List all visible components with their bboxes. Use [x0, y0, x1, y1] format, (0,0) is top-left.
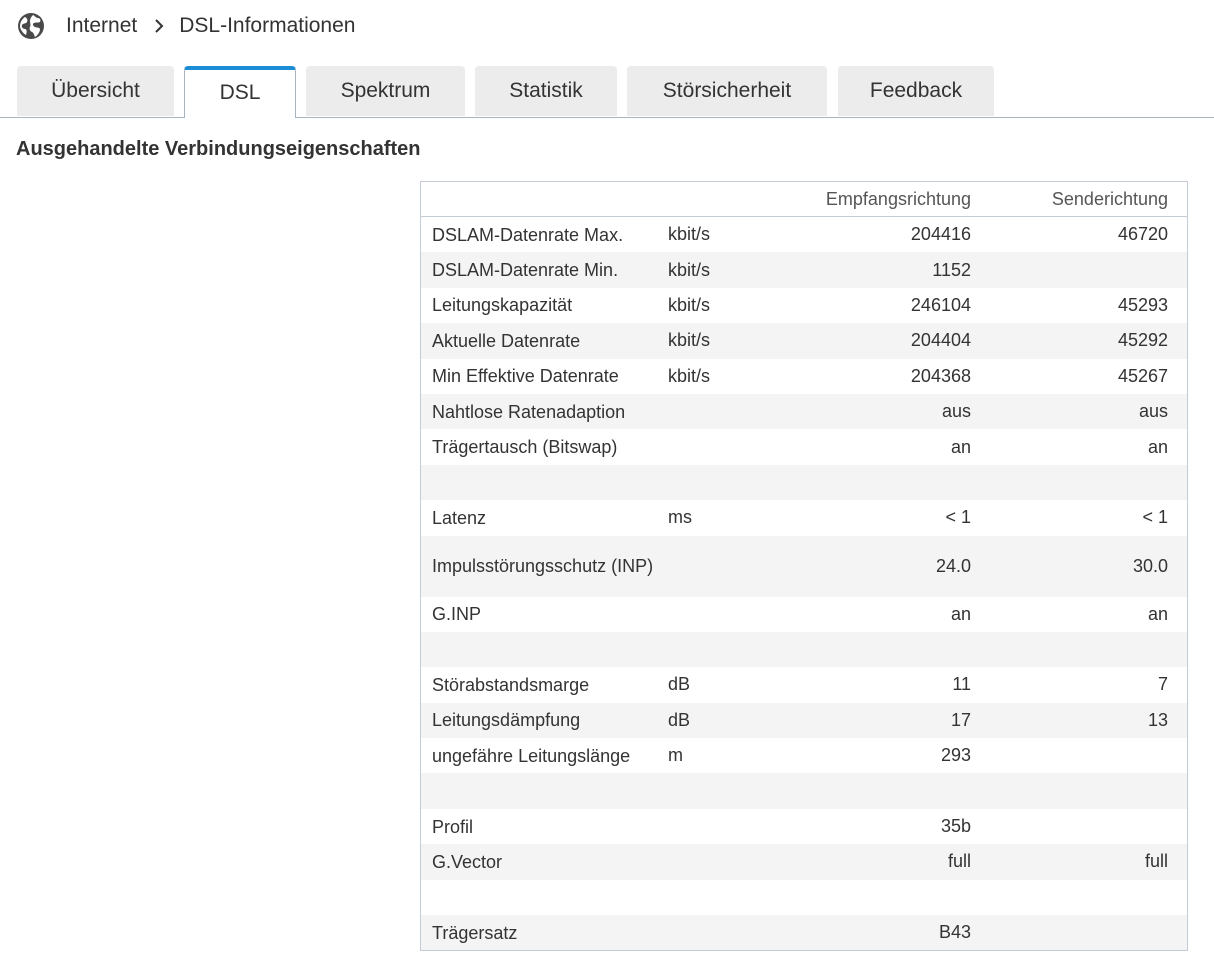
row-label: G.INP	[432, 604, 482, 625]
tab-bar: Übersicht DSL Spektrum Statistik Störsic…	[0, 66, 1214, 118]
table-row	[421, 773, 1187, 809]
chevron-right-icon	[153, 18, 165, 34]
row-label: Impulsstörungsschutz (INP)	[432, 556, 654, 577]
row-upstream-value: 45293	[1117, 294, 1168, 315]
table-row: Leitungsdämpfung dB 17 13	[421, 702, 1187, 739]
row-unit: dB	[668, 674, 691, 695]
breadcrumb-current: DSL-Informationen	[179, 14, 356, 37]
row-upstream-value: an	[1147, 436, 1168, 457]
row-downstream-value: < 1	[945, 507, 971, 528]
table-row: G.INP an an	[421, 596, 1187, 632]
row-label: Profil	[432, 816, 474, 837]
section-title: Ausgehandelte Verbindungseigenschaften	[16, 138, 421, 160]
table-row	[421, 464, 1187, 501]
row-upstream-value: 45292	[1117, 330, 1168, 351]
row-upstream-value: aus	[1138, 401, 1168, 422]
table-row: G.Vector full full	[421, 844, 1187, 880]
table-row: Trägersatz B43	[421, 915, 1187, 951]
row-unit: kbit/s	[668, 224, 711, 245]
row-label: DSLAM-Datenrate Max.	[432, 224, 624, 245]
row-downstream-value: aus	[941, 401, 971, 422]
row-downstream-value: 11	[952, 674, 971, 695]
row-downstream-value: 293	[940, 745, 971, 766]
row-downstream-value: B43	[938, 922, 971, 943]
tab-spektrum[interactable]: Spektrum	[306, 66, 465, 116]
tab-statistik[interactable]: Statistik	[475, 66, 617, 116]
table-row	[421, 631, 1187, 668]
row-downstream-value: full	[947, 851, 971, 872]
row-downstream-value: 204416	[910, 224, 971, 245]
row-label: DSLAM-Datenrate Min.	[432, 260, 619, 281]
row-upstream-value: 45267	[1117, 365, 1168, 386]
row-label: Trägertausch (Bitswap)	[432, 437, 618, 458]
breadcrumb: Internet DSL-Informationen	[16, 10, 355, 42]
row-upstream-value: < 1	[1142, 507, 1168, 528]
row-upstream-value: 30.0	[1132, 555, 1168, 576]
row-upstream-value: an	[1147, 603, 1168, 624]
row-label: G.Vector	[432, 851, 503, 872]
row-downstream-value: 1152	[932, 259, 971, 280]
table-row: ungefähre Leitungslänge m 293	[421, 738, 1187, 774]
table-row: Nahtlose Ratenadaption aus aus	[421, 393, 1187, 430]
row-unit: ms	[668, 507, 692, 528]
dsl-properties-table: Empfangsrichtung Senderichtung DSLAM-Dat…	[420, 181, 1188, 952]
table-body: DSLAM-Datenrate Max. kbit/s 204416 46720 DSL…	[421, 217, 1187, 951]
table-row: Impulsstörungsschutz (INP) 24.0 30.0	[421, 535, 1187, 597]
table-header: Empfangsrichtung Senderichtung	[421, 182, 1187, 217]
tab-uebersicht[interactable]: Übersicht	[17, 66, 174, 116]
row-label: Latenz	[432, 507, 487, 528]
row-label: Trägersatz	[432, 922, 518, 943]
row-unit: kbit/s	[668, 294, 711, 315]
tab-stoersicherheit[interactable]: Störsicherheit	[627, 66, 827, 116]
row-downstream-value: 204368	[910, 365, 971, 386]
row-label: ungefähre Leitungslänge	[432, 745, 631, 766]
row-upstream-value: 7	[1157, 674, 1168, 695]
row-downstream-value: 24.0	[935, 555, 971, 576]
row-unit: kbit/s	[668, 365, 711, 386]
row-label: Leitungsdämpfung	[432, 710, 581, 731]
tab-feedback[interactable]: Feedback	[838, 66, 994, 116]
row-upstream-value: 13	[1147, 709, 1168, 730]
table-row: DSLAM-Datenrate Max. kbit/s 204416 46720	[421, 217, 1187, 253]
row-label: Min Effektive Datenrate	[432, 366, 619, 387]
header-upstream: Senderichtung	[1051, 189, 1168, 209]
table-row: DSLAM-Datenrate Min. kbit/s 1152	[421, 252, 1187, 288]
row-downstream-value: an	[950, 603, 971, 624]
header-downstream: Empfangsrichtung	[825, 189, 971, 209]
row-label: Störabstandsmarge	[432, 674, 590, 695]
table-row: Aktuelle Datenrate kbit/s 204404 45292	[421, 323, 1187, 359]
row-unit: dB	[668, 709, 691, 730]
table-row: Profil 35b	[421, 808, 1187, 845]
row-label: Nahtlose Ratenadaption	[432, 401, 626, 422]
table-row: Latenz ms < 1 < 1	[421, 500, 1187, 536]
tab-dsl[interactable]: DSL	[184, 66, 296, 118]
table-row	[421, 879, 1187, 916]
row-upstream-value: full	[1144, 851, 1168, 872]
row-downstream-value: 17	[950, 709, 971, 730]
row-unit: m	[668, 745, 683, 766]
table-row: Leitungskapazität kbit/s 246104 45293	[421, 287, 1187, 324]
row-downstream-value: 204404	[910, 330, 971, 351]
row-unit: kbit/s	[668, 330, 711, 351]
row-unit: kbit/s	[668, 259, 711, 280]
row-downstream-value: 35b	[940, 816, 971, 837]
row-label: Aktuelle Datenrate	[432, 330, 581, 351]
row-downstream-value: an	[950, 436, 971, 457]
breadcrumb-internet-link[interactable]: Internet	[66, 14, 138, 37]
row-downstream-value: 246104	[910, 294, 971, 315]
globe-icon	[16, 11, 46, 41]
table-row: Störabstandsmarge dB 11 7	[421, 667, 1187, 703]
table-row: Min Effektive Datenrate kbit/s 204368 45267	[421, 358, 1187, 394]
row-upstream-value: 46720	[1117, 224, 1168, 245]
row-label: Leitungskapazität	[432, 295, 573, 316]
table-row: Trägertausch (Bitswap) an an	[421, 429, 1187, 465]
